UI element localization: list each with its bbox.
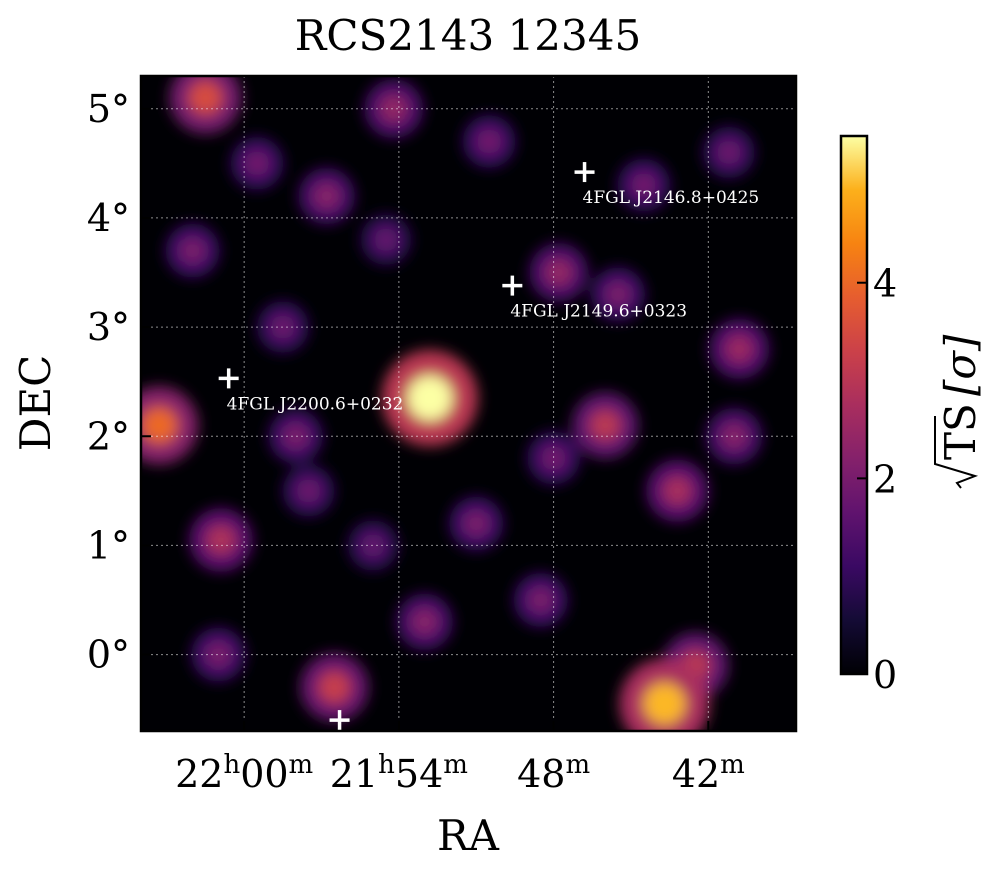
heat-blob bbox=[206, 525, 236, 555]
heat-blob bbox=[589, 409, 621, 441]
y-tick-label: 4° bbox=[87, 196, 130, 240]
y-tick-label: 2° bbox=[87, 414, 130, 458]
heat-blob bbox=[605, 281, 631, 307]
heat-blob bbox=[141, 407, 178, 444]
tick-marks bbox=[141, 107, 710, 731]
source-markers: 4FGL J2146.8+0425 4FGL J2149.6+0323 4FGL J… bbox=[218, 162, 760, 731]
y-tick-label: 0° bbox=[87, 633, 130, 677]
heat-blob bbox=[407, 375, 453, 421]
colorbar-tick-label: 0 bbox=[873, 653, 897, 697]
y-tick-labels: 5° 4° 3° 2° 1° 0° bbox=[87, 87, 130, 677]
heat-blob bbox=[662, 476, 692, 506]
heat-blob bbox=[411, 608, 438, 635]
heat-blob bbox=[296, 478, 321, 503]
x-tick-label: 48m bbox=[517, 750, 590, 796]
colorbar-label-unit: [σ] bbox=[936, 334, 985, 396]
x-tick-label: 22h00m bbox=[175, 750, 313, 796]
heat-blob bbox=[716, 140, 741, 165]
sqrt-sign-icon bbox=[934, 416, 979, 489]
heat-blob bbox=[463, 510, 489, 537]
x-tick-labels: 22h00m 21h54m 48m 42m bbox=[175, 750, 745, 796]
heat-blob bbox=[631, 172, 657, 198]
heat-blob bbox=[244, 151, 270, 176]
heat-blob bbox=[528, 587, 554, 613]
heat-blob bbox=[545, 258, 573, 287]
heat-blob bbox=[541, 445, 566, 471]
x-axis-label: RA bbox=[437, 811, 500, 860]
heat-blob bbox=[379, 95, 408, 123]
plot-frame bbox=[139, 74, 798, 733]
chart-title: RCS2143 12345 bbox=[295, 11, 641, 60]
heat-blob bbox=[643, 682, 686, 725]
heat-blob bbox=[188, 81, 223, 115]
heatmap-layer bbox=[141, 76, 770, 731]
source-marker: 4FGL J2149.6+0323 bbox=[502, 275, 687, 322]
source-marker: 4FGL J2146.8+0425 bbox=[574, 162, 760, 208]
colorbar-ticks: 0 2 4 bbox=[857, 262, 897, 697]
source-marker: 4FGL J2200.6+0232 bbox=[218, 368, 404, 414]
y-tick-label: 3° bbox=[87, 305, 130, 349]
colorbar bbox=[839, 134, 869, 676]
source-label: 4FGL J2149.6+0323 bbox=[510, 302, 687, 322]
colorbar-label: TS [σ] bbox=[934, 334, 985, 489]
source-marker: 4FGL J2156.3-0036 bbox=[329, 710, 350, 731]
heat-blob bbox=[374, 227, 398, 252]
heat-blob bbox=[313, 182, 340, 210]
heat-blob bbox=[179, 238, 206, 264]
x-tick-label: 21h54m bbox=[330, 750, 468, 796]
heat-blob bbox=[205, 641, 231, 668]
colorbar-tick-label: 2 bbox=[873, 457, 897, 501]
y-tick-label: 5° bbox=[87, 87, 130, 131]
y-axis-label: DEC bbox=[11, 355, 60, 451]
source-label: 4FGL J2200.6+0232 bbox=[227, 394, 404, 414]
colorbar-label-ts: TS bbox=[936, 403, 985, 460]
heat-blob bbox=[725, 334, 754, 363]
source-label: 4FGL J2146.8+0425 bbox=[583, 188, 760, 208]
colorbar-tick-label: 4 bbox=[873, 262, 897, 306]
heat-blob bbox=[476, 129, 502, 154]
heat-blob bbox=[318, 671, 351, 704]
y-tick-label: 1° bbox=[87, 523, 130, 567]
heat-blob bbox=[361, 533, 385, 558]
heat-blob bbox=[283, 423, 309, 449]
x-tick-label: 42m bbox=[672, 750, 745, 796]
grid-lines bbox=[141, 76, 796, 731]
heat-blob bbox=[720, 423, 748, 450]
